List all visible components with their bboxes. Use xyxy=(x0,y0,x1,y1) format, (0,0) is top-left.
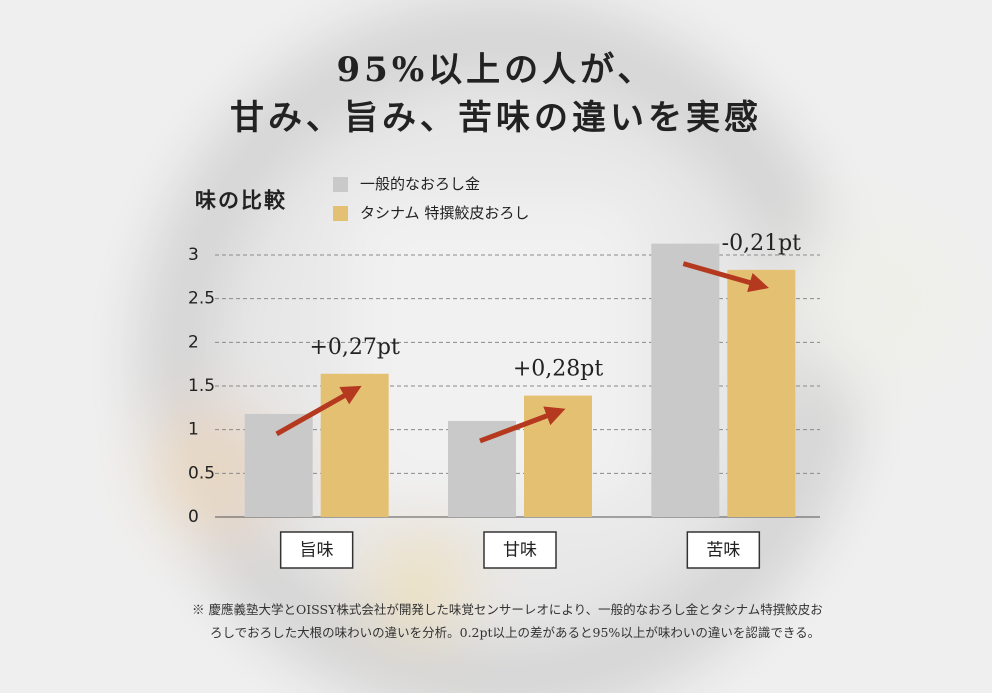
title-line: 甘み、旨み、苦味の違いを実感 xyxy=(230,98,762,138)
x-tick-label: 旨味 xyxy=(300,541,334,561)
title-line: 95%以上の人が、 xyxy=(337,50,656,90)
y-tick-label: 0.5 xyxy=(188,463,215,483)
bar xyxy=(244,413,313,517)
legend-label: タシナム 特撰鮫皮おろし xyxy=(360,204,529,222)
annotation: +0,28pt xyxy=(513,357,604,382)
category-box xyxy=(279,531,354,569)
y-tick-label: 1 xyxy=(188,420,199,440)
arrow xyxy=(682,261,770,293)
bar xyxy=(320,373,389,517)
legend-label: 一般的なおろし金 xyxy=(360,175,480,193)
legend-swatch xyxy=(333,206,348,221)
category-box xyxy=(483,531,557,569)
annotation: -0,21pt xyxy=(722,231,802,256)
bar xyxy=(727,269,796,517)
bar xyxy=(651,243,720,517)
y-tick-label: 2 xyxy=(188,332,199,352)
legend-swatch xyxy=(333,177,348,192)
chart-subtitle: 味の比較 xyxy=(195,188,287,213)
y-tick-label: 3 xyxy=(188,245,199,265)
category-box xyxy=(686,531,761,569)
y-tick-label: 1.5 xyxy=(188,376,215,396)
arrow xyxy=(479,406,566,444)
annotation: +0,27pt xyxy=(309,335,400,360)
footnote: ※ 慶應義塾大学とOISSY株式会社が開発した味覚センサーレオにより、一般的なお… xyxy=(192,602,823,640)
x-tick-label: 甘味 xyxy=(503,541,537,561)
y-tick-label: 2.5 xyxy=(188,289,215,309)
x-tick-label: 苦味 xyxy=(706,541,740,561)
y-tick-label: 0 xyxy=(188,507,199,527)
bar xyxy=(448,420,516,517)
arrow xyxy=(275,385,362,437)
